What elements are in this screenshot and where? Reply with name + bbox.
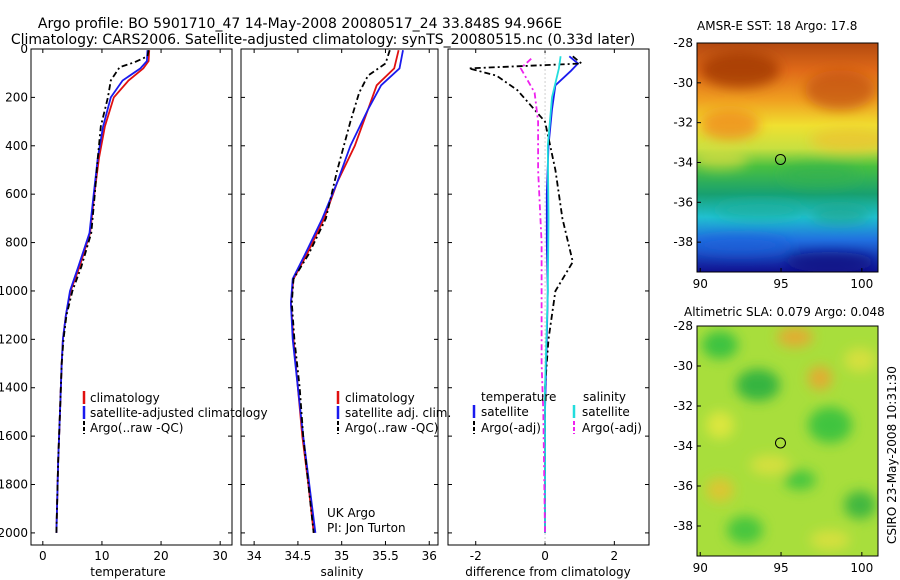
temperature-ytick-label: 1600 — [0, 429, 28, 443]
salinity-xtick-label: 34.5 — [285, 549, 312, 563]
sla-map-frame — [696, 325, 879, 557]
sla-map-title: Altimetric SLA: 0.079 Argo: 0.048 — [684, 305, 885, 319]
temperature-xtick-label: 30 — [213, 549, 228, 563]
credit-line2: PI: Jon Turton — [327, 521, 406, 535]
salinity-legend-item: satellite adj. clim. — [345, 406, 451, 420]
sst-ytick-label: -38 — [673, 235, 693, 249]
temperature-xtick-label: 20 — [153, 549, 168, 563]
difference-legend-header: temperature — [481, 390, 556, 404]
salinity-legend-item: climatology — [345, 391, 415, 405]
sst-xtick-label: 90 — [693, 277, 708, 291]
sst-ytick-label: -34 — [673, 155, 693, 169]
sst-xtick-label: 100 — [850, 277, 873, 291]
salinity-xtick-label: 36 — [422, 549, 437, 563]
salinity-legend: climatology satellite adj. clim. Argo(..… — [336, 391, 451, 435]
difference-legend-item: Argo(-adj) — [582, 421, 642, 435]
difference-legend: temperature salinity satellite Argo(-adj… — [472, 390, 642, 435]
difference-series-line — [519, 58, 546, 533]
sla-xtick-label: 100 — [850, 561, 873, 575]
temperature-legend: climatology satellite-adjusted climatolo… — [82, 391, 268, 435]
sla-xtick-label: 90 — [693, 561, 708, 575]
sla-ytick-label: -32 — [673, 399, 693, 413]
temperature-xtick-label: 0 — [39, 549, 47, 563]
sst-ytick-label: -32 — [673, 116, 693, 130]
temperature-legend-item: climatology — [90, 391, 160, 405]
side-timestamp-label: CSIRO 23-May-2008 10:31:30 — [885, 366, 899, 544]
sst-map — [697, 43, 878, 272]
sla-map — [697, 326, 878, 556]
difference-xtick-label: 0 — [541, 549, 549, 563]
sst-ytick-label: -30 — [673, 76, 693, 90]
salinity-panel — [240, 48, 439, 546]
salinity-xlabel: salinity — [320, 565, 363, 579]
temperature-series-line — [55, 50, 150, 533]
difference-xtick-label: -2 — [470, 549, 482, 563]
temperature-ytick-label: 1800 — [0, 478, 28, 492]
sla-ytick-label: -28 — [673, 319, 693, 333]
temperature-ytick-label: 400 — [5, 139, 28, 153]
difference-series-line — [544, 56, 562, 533]
temperature-xtick-label: 10 — [94, 549, 109, 563]
temperature-ytick-label: 600 — [5, 187, 28, 201]
sst-xtick-label: 95 — [773, 277, 788, 291]
difference-series-line — [468, 55, 584, 533]
sla-ytick-label: -36 — [673, 479, 693, 493]
sla-ytick-label: -38 — [673, 519, 693, 533]
difference-legend-item: satellite — [481, 405, 529, 419]
difference-legend-item: Argo(-adj) — [481, 421, 541, 435]
temperature-panel — [30, 48, 233, 546]
difference-panel — [447, 48, 650, 546]
temperature-ytick-label: 1200 — [0, 332, 28, 346]
difference-xtick-label: 2 — [611, 549, 619, 563]
temperature-legend-item: satellite-adjusted climatology — [90, 406, 268, 420]
salinity-series-line — [289, 50, 404, 534]
temperature-ytick-label: 1000 — [0, 284, 28, 298]
temperature-ytick-label: 1400 — [0, 381, 28, 395]
sst-argo-location-marker — [774, 153, 786, 165]
difference-xlabel: difference from climatology — [465, 565, 631, 579]
sst-map-frame — [696, 42, 879, 273]
salinity-series-line — [290, 49, 391, 533]
credit-line1: UK Argo — [327, 506, 375, 520]
temperature-series-line — [55, 50, 149, 533]
sst-map-title: AMSR-E SST: 18 Argo: 17.8 — [697, 19, 857, 33]
temperature-ytick-label: 2000 — [0, 526, 28, 540]
difference-legend-item: satellite — [582, 405, 630, 419]
sst-ytick-label: -28 — [673, 36, 693, 50]
temperature-ytick-label: 0 — [20, 42, 28, 56]
temperature-ytick-label: 800 — [5, 236, 28, 250]
temperature-ytick-label: 200 — [5, 90, 28, 104]
salinity-xtick-label: 34 — [246, 549, 261, 563]
temperature-xlabel: temperature — [90, 565, 165, 579]
sla-argo-location-marker — [774, 437, 786, 449]
salinity-xtick-label: 35.5 — [372, 549, 399, 563]
sst-ytick-label: -36 — [673, 195, 693, 209]
sla-ytick-label: -34 — [673, 439, 693, 453]
figure-title-line1: Argo profile: BO 5901710_47 14-May-2008 … — [38, 16, 562, 32]
salinity-xtick-label: 35 — [334, 549, 349, 563]
salinity-legend-item: Argo(..raw -QC) — [345, 421, 438, 435]
temperature-legend-item: Argo(..raw -QC) — [90, 421, 183, 435]
sla-xtick-label: 95 — [773, 561, 788, 575]
sla-ytick-label: -30 — [673, 359, 693, 373]
difference-legend-header: salinity — [583, 390, 626, 404]
figure-title-line2: Climatology: CARS2006. Satellite-adjuste… — [11, 32, 635, 48]
